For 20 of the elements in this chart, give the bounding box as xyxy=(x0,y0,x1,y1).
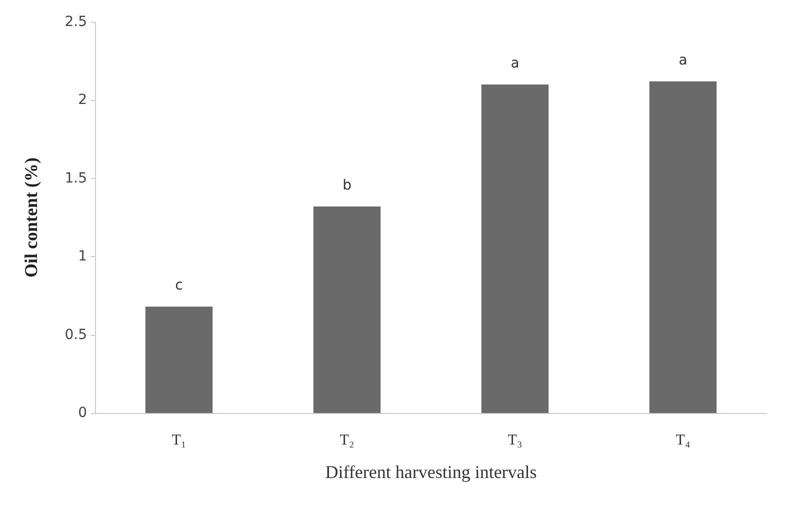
annotation: a xyxy=(510,56,520,72)
annotation: c xyxy=(175,278,183,294)
y-tick-label: 2 xyxy=(78,92,87,108)
x-tick-label: T₃ xyxy=(508,432,522,448)
x-tick-label: T₁ xyxy=(172,432,186,448)
x-tick-label: T₄ xyxy=(676,432,690,448)
bar xyxy=(481,84,549,413)
bar xyxy=(649,81,717,413)
y-tick-label: 2.5 xyxy=(64,14,87,30)
bar xyxy=(313,206,381,413)
x-axis-title: Different harvesting intervals xyxy=(325,462,537,482)
x-tick-label: T₂ xyxy=(340,432,354,448)
y-axis-title: Oil content (%) xyxy=(21,158,41,278)
y-tick-label: 1.5 xyxy=(64,170,87,186)
annotation: a xyxy=(678,52,688,68)
y-tick-label: 1 xyxy=(78,248,87,265)
bar xyxy=(145,306,213,413)
annotation: b xyxy=(342,178,352,194)
y-tick-label: 0 xyxy=(78,405,87,421)
y-tick-label: 0.5 xyxy=(64,326,87,343)
